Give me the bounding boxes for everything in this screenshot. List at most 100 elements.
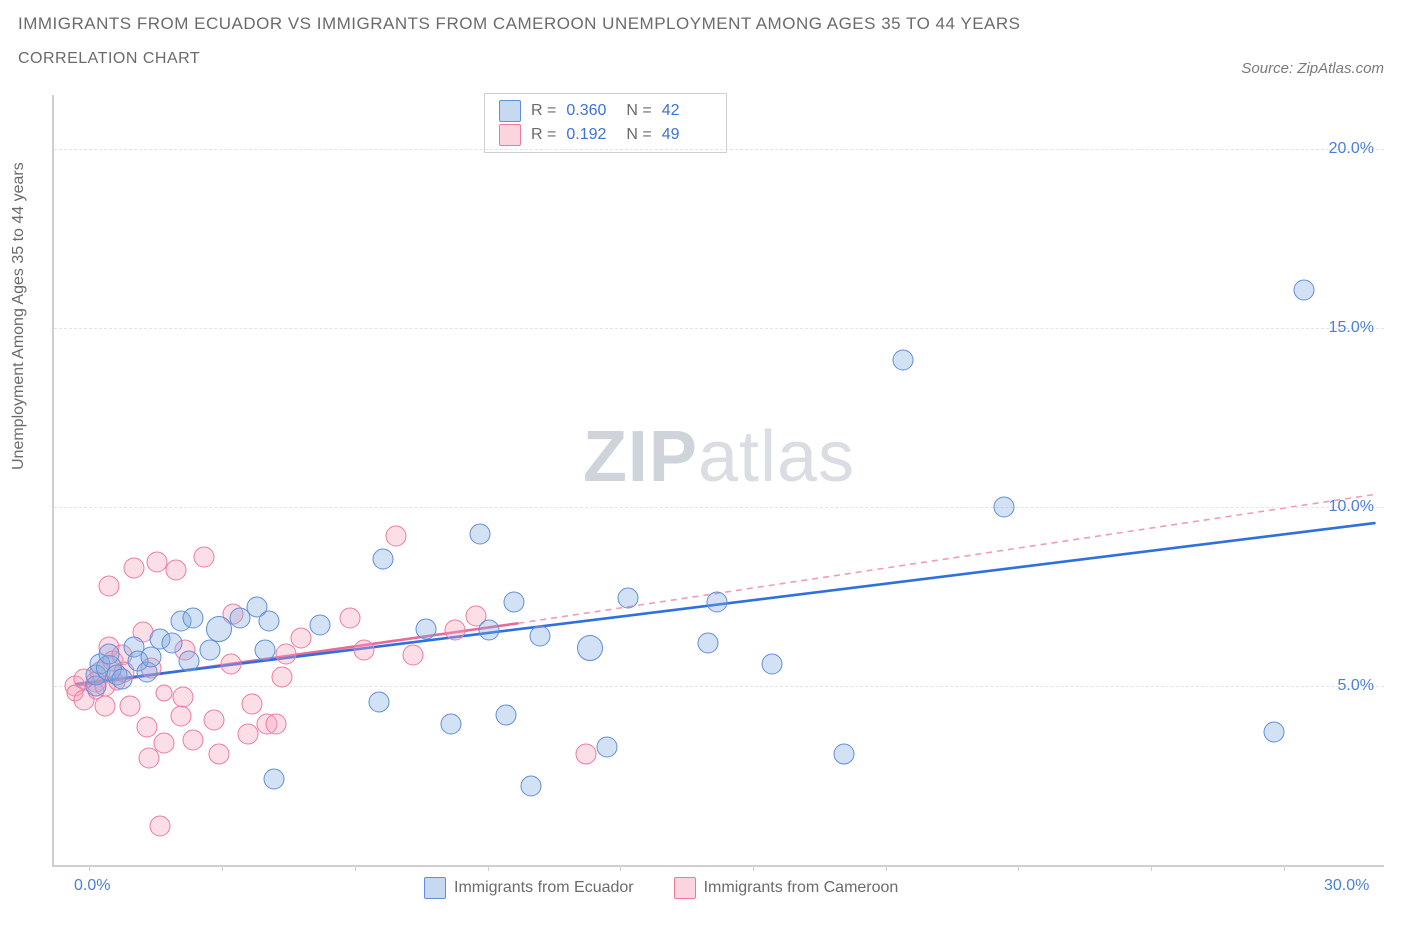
x-tick-label-end: 30.0% (1324, 877, 1369, 895)
stat-n-value: 42 (662, 99, 712, 123)
cameroon-point (147, 552, 168, 573)
cameroon-point (136, 717, 157, 738)
cameroon-point (172, 686, 193, 707)
cameroon-point (149, 815, 170, 836)
series-legend: Immigrants from Ecuador Immigrants from C… (424, 877, 898, 899)
stat-r-label: R = (531, 99, 556, 123)
ecuador-point (597, 736, 618, 757)
stat-n-value: 49 (662, 123, 712, 147)
y-tick-label: 10.0% (1329, 498, 1374, 516)
ecuador-point (470, 523, 491, 544)
ecuador-point (183, 607, 204, 628)
cameroon-point (94, 695, 115, 716)
stat-n-label: N = (626, 123, 651, 147)
x-tick-mark (1151, 865, 1152, 871)
ecuador-point (478, 620, 499, 641)
stat-r-label: R = (531, 123, 556, 147)
ecuador-point (255, 640, 276, 661)
ecuador-point (162, 632, 183, 653)
ecuador-point (111, 668, 132, 689)
legend-item: Immigrants from Ecuador (424, 877, 634, 899)
ecuador-point (577, 635, 603, 661)
legend-swatch (499, 124, 521, 146)
y-tick-label: 5.0% (1338, 677, 1374, 695)
ecuador-point (529, 625, 550, 646)
cameroon-point (276, 643, 297, 664)
scatter-plot: ZIPatlas R =0.360N =42R =0.192N =49 Immi… (52, 95, 1384, 867)
ecuador-point (504, 591, 525, 612)
ecuador-point (618, 588, 639, 609)
ecuador-point (761, 654, 782, 675)
gridline (54, 686, 1384, 687)
ecuador-point (263, 769, 284, 790)
cameroon-point (120, 695, 141, 716)
cameroon-point (291, 627, 312, 648)
stats-row: R = 0.360 N = 42 (499, 99, 712, 123)
ecuador-point (440, 713, 461, 734)
cameroon-point (265, 713, 286, 734)
ecuador-point (373, 548, 394, 569)
x-tick-mark (89, 865, 90, 871)
cameroon-point (242, 693, 263, 714)
x-tick-label-start: 0.0% (74, 877, 110, 895)
source-attribution: Source: ZipAtlas.com (1241, 60, 1384, 77)
y-axis-label: Unemployment Among Ages 35 to 44 years (10, 162, 28, 470)
ecuador-point (495, 704, 516, 725)
cameroon-point (155, 685, 172, 702)
ecuador-point (1293, 280, 1314, 301)
cameroon-point (339, 607, 360, 628)
cameroon-point (98, 575, 119, 596)
x-tick-mark (355, 865, 356, 871)
stat-r-value: 0.192 (566, 123, 616, 147)
stats-row: R = 0.192 N = 49 (499, 123, 712, 147)
chart-title-line2: CORRELATION CHART (18, 50, 1021, 68)
cameroon-point (183, 729, 204, 750)
gridline (54, 149, 1384, 150)
legend-label: Immigrants from Cameroon (704, 879, 899, 897)
ecuador-point (179, 650, 200, 671)
x-tick-mark (1018, 865, 1019, 871)
ecuador-point (415, 618, 436, 639)
ecuador-point (310, 615, 331, 636)
x-tick-mark (620, 865, 621, 871)
cameroon-point (445, 620, 466, 641)
cameroon-point (208, 743, 229, 764)
cameroon-point (354, 640, 375, 661)
ecuador-point (706, 591, 727, 612)
gridline (54, 328, 1384, 329)
watermark-logo: ZIPatlas (583, 416, 855, 498)
ecuador-point (698, 632, 719, 653)
ecuador-point (892, 350, 913, 371)
cameroon-point (576, 743, 597, 764)
cameroon-point (193, 547, 214, 568)
legend-label: Immigrants from Ecuador (454, 879, 634, 897)
gridline (54, 507, 1384, 508)
ecuador-point (141, 647, 162, 668)
legend-swatch (499, 100, 521, 122)
stat-n-label: N = (626, 99, 651, 123)
x-tick-mark (886, 865, 887, 871)
cameroon-point (166, 559, 187, 580)
y-tick-label: 20.0% (1329, 140, 1374, 158)
ecuador-point (259, 611, 280, 632)
trend-lines-layer (54, 95, 1384, 865)
stat-r-value: 0.360 (566, 99, 616, 123)
ecuador-point (98, 643, 119, 664)
cameroon-point (402, 645, 423, 666)
cameroon-point (170, 706, 191, 727)
cameroon-point (153, 733, 174, 754)
x-tick-mark (488, 865, 489, 871)
ecuador-point (994, 496, 1015, 517)
cameroon-point (272, 666, 293, 687)
x-tick-mark (1284, 865, 1285, 871)
ecuador-point (206, 616, 232, 642)
ecuador-point (1264, 722, 1285, 743)
ecuador-point (369, 692, 390, 713)
ecuador-point (200, 640, 221, 661)
x-tick-mark (753, 865, 754, 871)
cameroon-point (386, 525, 407, 546)
cameroon-point (238, 724, 259, 745)
ecuador-point (833, 743, 854, 764)
legend-swatch (674, 877, 696, 899)
legend-item: Immigrants from Cameroon (674, 877, 899, 899)
